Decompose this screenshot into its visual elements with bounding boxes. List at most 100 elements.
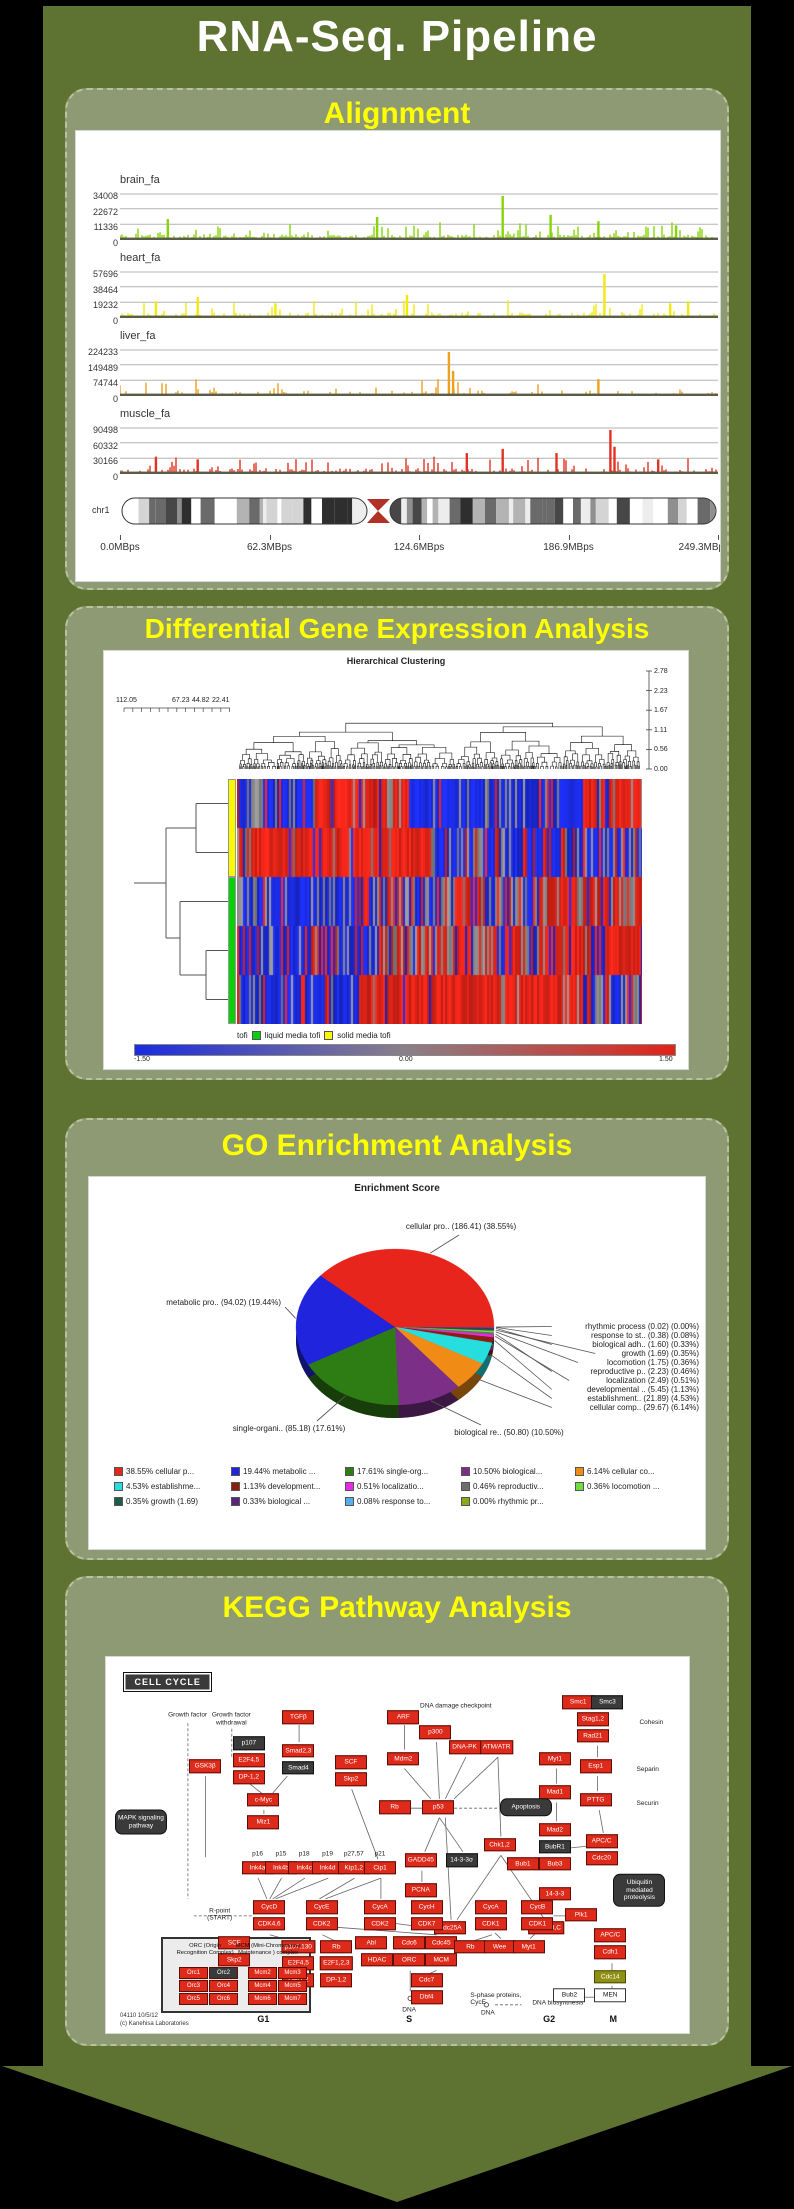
go-legend-swatch [345,1482,354,1492]
kegg-node: DP-1,2 [232,1770,265,1785]
svg-text:rhythmic process (0.02) (0.00: rhythmic process (0.02) (0.00%) [585,1322,699,1331]
kegg-node: CDK2 [305,1917,338,1931]
go-legend-label: 0.36% locomotion ... [587,1482,660,1491]
kegg-node: Skp2 [334,1772,367,1786]
go-legend-item: 4.53% establishme... [114,1482,200,1492]
go-legend-item: 0.08% response to... [345,1497,430,1507]
height-scale-label: 1.11 [654,726,668,734]
kegg-node: Smad2,3 [282,1744,315,1758]
pipeline-arrow-down-icon [2,2066,792,2202]
cell-cycle-phase-label: G2 [543,2014,556,2025]
panel-kegg-pathway: KEGG Pathway Analysis CELL CYCLE GSK3β p1… [65,1576,729,2046]
track-plot-heart_fa [120,271,718,318]
page-title: RNA-Seq. Pipeline [196,12,598,61]
kegg-node: E2F4,5 [232,1753,265,1768]
go-legend-label: 6.14% cellular co... [587,1467,655,1476]
svg-text:reproductive p.. (2.23) (0.46: reproductive p.. (2.23) (0.46%) [591,1367,700,1376]
kegg-node: E2F1,2,3 [320,1956,353,1971]
alignment-chart: brain_fa 34008 22672 11336 0 heart_fa 57696 384… [75,130,721,582]
kegg-node: HDAC [361,1952,394,1967]
heatmap-legend: tofi liquid media tofi solid media tofi [237,1031,391,1040]
kegg-node: CycE [305,1900,338,1914]
orc-subunit: Orc1 [179,1967,208,1979]
track-name-muscle_fa: muscle_fa [120,408,171,420]
go-legend-item: 0.35% growth (1.69) [114,1497,198,1507]
column-dendrogram [237,671,642,769]
kegg-node: CDK4,6 [253,1917,286,1931]
kegg-node: Bub1 [506,1857,539,1871]
kegg-node: Myt1 [512,1939,545,1954]
class-yellow-segment [228,779,236,877]
svg-text:establishment.. (21.89) (4.53: establishment.. (21.89) (4.53%) [587,1394,699,1403]
kegg-node: Kip1,2 [337,1860,370,1875]
kegg-node: 14-3-3σ [445,1853,478,1867]
kegg-text-label: Cohesin [639,1719,664,1727]
dge-chart: Hierarchical Clustering 2.78 2.23 1.67 1.11… [103,650,689,1070]
mcm-subunit: Mcm6 [248,1993,277,2005]
cell-cycle-phase-label: G1 [257,2014,270,2025]
kegg-node: Rad21 [576,1729,609,1743]
mcm-complex-title: MCM (Mini-Chromosome Maintenance ) comple… [235,1942,301,1956]
height-scale-label: 2.78 [654,668,668,675]
go-legend-swatch [461,1497,470,1507]
y-tick-label: 60332 [92,440,118,451]
row-scale-label: 44.82 [192,697,210,704]
kegg-node: Cdc20 [585,1851,618,1865]
x-axis-label: 0.0MBps [100,542,140,553]
go-legend-label: 0.51% localizatio... [357,1482,424,1491]
kegg-node: CDK2 [364,1917,396,1931]
kegg-pathway-node: Ubiquitin mediated proteolysis [613,1873,666,1907]
height-scale-svg [646,670,652,770]
go-legend-item: 17.61% single-org... [345,1467,428,1477]
panel-alignment: Alignment brain_fa 34008 22672 11336 0 heart_… [65,88,729,590]
go-legend-item: 1.13% development... [231,1482,320,1492]
kegg-node: DNA-PK [448,1740,481,1754]
svg-text:response to st.. (0.38) (0.08: response to st.. (0.38) (0.08%) [591,1331,699,1340]
x-axis-tick [568,535,570,540]
row-distance-ruler [122,695,234,715]
y-tick-label: 0 [112,394,118,404]
kegg-node: CycA [474,1900,507,1914]
go-legend-item: 6.14% cellular co... [575,1467,655,1477]
y-tick-label: 0 [112,238,118,248]
kegg-node: ATM/ATR [479,1740,514,1754]
mcm-subunit: Mcm7 [278,1993,307,2005]
cell-cycle-phase-label: M [609,2014,617,2025]
legend-color-swatch [251,1031,261,1040]
kegg-text-label: DNA damage checkpoint [420,1702,492,1710]
kegg-node: APC/C [594,1928,627,1942]
go-legend-swatch [461,1467,470,1477]
kegg-node: Skp2 [218,1952,251,1967]
x-axis-label: 62.3MBps [246,542,293,553]
expression-heatmap [237,779,642,1024]
row-class-bar [228,779,236,1024]
kegg-panel-title: KEGG Pathway Analysis [222,1591,572,1624]
height-scale-label: 0.00 [654,766,668,773]
cell-cycle-phase-label: S [406,2014,413,2025]
kegg-node: c-Myc [247,1793,280,1807]
x-axis-tick [269,535,271,540]
kegg-node: p300 [419,1725,452,1739]
go-legend-swatch [231,1497,240,1507]
y-tick-label: 0 [112,472,118,482]
kegg-text-label: Growth factor withdrawal [211,1711,251,1727]
go-legend-swatch [461,1482,470,1492]
kegg-text-label: p21 [374,1849,386,1857]
y-tick-label: 149489 [87,362,118,373]
kegg-node: Smc1 [562,1695,595,1709]
kegg-node: Rb [454,1939,487,1954]
kegg-node: Rb [320,1939,353,1954]
kegg-node: Abl [355,1936,388,1950]
kegg-node: Cdc45 [425,1936,458,1950]
chromosome-ideogram [120,496,718,526]
kegg-node: p107,130 [281,1939,315,1954]
kegg-node: DP-1,2 [320,1973,353,1988]
x-axis-label: 249.3MBps [678,542,720,553]
kegg-node: Rb [378,1800,411,1815]
kegg-text-label: p16 [252,1849,264,1857]
track-name-liver_fa: liver_fa [120,330,156,342]
kegg-node: Plk1 [565,1907,598,1922]
enrichment-pie-chart: rhythmic process (0.02) (0.00%) response … [89,1177,705,1549]
svg-text:cellular pro.. (186.41) (38.5: cellular pro.. (186.41) (38.55%) [406,1222,517,1231]
